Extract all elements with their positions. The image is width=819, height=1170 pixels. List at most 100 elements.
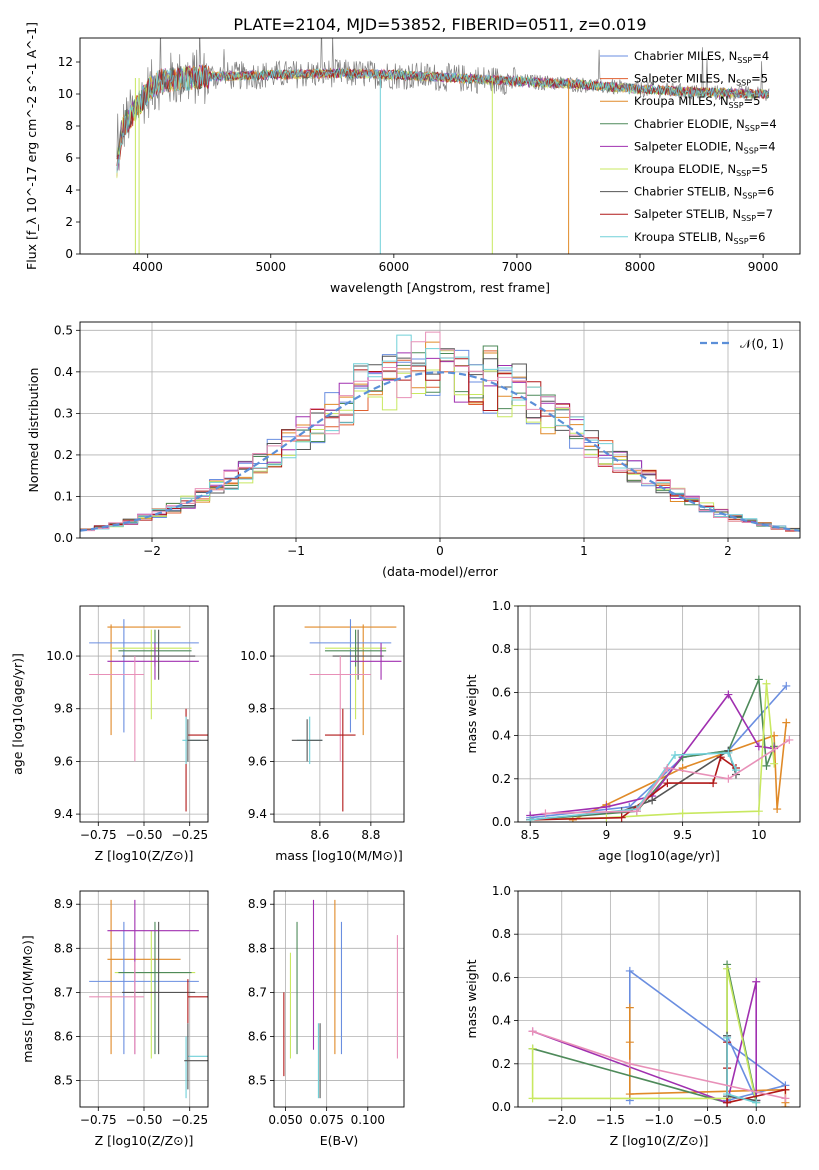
x-tick-label: 5000 bbox=[255, 260, 286, 274]
y-tick-label: 8.9 bbox=[248, 897, 267, 911]
legend-subscript: SSP bbox=[745, 124, 760, 133]
x-tick-label: 0.050 bbox=[268, 1113, 302, 1127]
mass-weight-point bbox=[528, 1044, 537, 1053]
y-tick-label: 0.0 bbox=[492, 1100, 511, 1114]
y-tick-label: 10.0 bbox=[240, 649, 267, 663]
legend-subscript: SSP bbox=[736, 79, 751, 88]
mass-weight-point bbox=[754, 807, 763, 816]
y-tick-label: 0.3 bbox=[54, 406, 73, 420]
y-tick-label: 10.0 bbox=[46, 649, 73, 663]
x-tick-label: 1 bbox=[580, 544, 588, 558]
mass-weight-point bbox=[617, 813, 626, 822]
y-tick-label: 8.6 bbox=[248, 1029, 267, 1043]
legend-text: Kroupa MILES, N bbox=[634, 94, 729, 108]
y-tick-label: 9.8 bbox=[248, 702, 267, 716]
legend-label: Chabrier STELIB, NSSP=6 bbox=[634, 185, 774, 201]
legend-suffix: =5 bbox=[751, 162, 768, 176]
residual-histogram-step bbox=[80, 357, 800, 532]
legend-subscript: SSP bbox=[744, 146, 759, 155]
y-tick-label: 0.2 bbox=[492, 1057, 511, 1071]
x-tick-label: −1.0 bbox=[644, 1113, 673, 1127]
x-tick-label: 2 bbox=[724, 544, 732, 558]
x-tick-label: −0.5 bbox=[693, 1113, 722, 1127]
mass-weight-point bbox=[528, 1094, 537, 1103]
x-tick-label: −0.75 bbox=[80, 828, 117, 842]
y-axis-label: age [log10(age/yr)] bbox=[10, 653, 25, 775]
axes-frame bbox=[79, 37, 801, 255]
mass-weight-point bbox=[752, 1098, 761, 1107]
weight-lines bbox=[526, 675, 794, 822]
mass-weight-point bbox=[625, 966, 634, 975]
mass-weight-point bbox=[724, 690, 733, 699]
mass-weight-point bbox=[762, 761, 771, 770]
age_vs_Z-panel: −0.75 −0.50 −0.25 9.4 9.6 9.8 10.0 Z [log10(Z/Z… bbox=[10, 605, 209, 863]
y-tick-label: 0.0 bbox=[492, 815, 511, 829]
y-tick-label: 8.9 bbox=[54, 897, 73, 911]
y-tick-label: 1.0 bbox=[492, 599, 511, 613]
x-axis-label: (data-model)/error bbox=[382, 564, 499, 579]
mass-weight-point bbox=[773, 805, 782, 814]
x-tick-label: −2.0 bbox=[547, 1113, 576, 1127]
y-tick-label: 0.4 bbox=[492, 729, 511, 743]
x-tick-label: 8.5 bbox=[521, 828, 540, 842]
legend-subscript: SSP bbox=[742, 192, 757, 201]
x-tick-label: 9.5 bbox=[673, 828, 692, 842]
mass-weight-series-line bbox=[531, 968, 757, 1103]
y-tick-label: 0.5 bbox=[54, 323, 73, 337]
mass-weight-point bbox=[632, 807, 641, 816]
legend-subscript: SSP bbox=[741, 214, 756, 223]
y-tick-label: 12 bbox=[58, 55, 73, 69]
mass-weight-point bbox=[663, 764, 672, 772]
mass-weight-point bbox=[781, 1094, 790, 1103]
legend-suffix: =5 bbox=[751, 72, 768, 86]
legend-text: Kroupa STELIB, N bbox=[634, 230, 734, 244]
x-tick-label: 9 bbox=[603, 828, 611, 842]
y-tick-label: 9.6 bbox=[248, 754, 267, 768]
mass-weight-point bbox=[782, 681, 791, 690]
residuals-panel: −2 −1 0 1 2 0.0 0.1 0.2 0.3 0.4 0.5 (data-model)/er… bbox=[26, 321, 801, 579]
mass-weight-series-line bbox=[530, 752, 737, 821]
x-tick-label: 0 bbox=[436, 544, 444, 558]
mass-weight-point bbox=[541, 809, 550, 818]
x-tick-label: 8.6 bbox=[310, 828, 329, 842]
legend-subscript: SSP bbox=[729, 101, 744, 110]
x-axis-label: age [log10(age/yr)] bbox=[598, 848, 720, 863]
mass-weight-point bbox=[781, 1085, 790, 1094]
legend-text: Salpeter MILES, N bbox=[634, 72, 736, 86]
y-tick-label: 8.7 bbox=[248, 985, 267, 999]
y-tick-label: 9.6 bbox=[54, 754, 73, 768]
legend-label: 𝒩(0, 1) bbox=[740, 337, 784, 351]
legend-suffix: =6 bbox=[757, 185, 774, 199]
legend-label: Salpeter STELIB, NSSP=7 bbox=[634, 207, 773, 223]
legend-suffix: =6 bbox=[749, 230, 766, 244]
mass-weight-point bbox=[528, 1027, 537, 1036]
x-tick-label: 0.100 bbox=[351, 1113, 385, 1127]
spectrum-panel: 4000 5000 6000 7000 8000 9000 0 2 4 6 8 10 12 wavelen… bbox=[24, 22, 801, 295]
x-axis-label: Z [log10(Z/Z⊙)] bbox=[610, 1133, 709, 1148]
y-tick-label: 6 bbox=[65, 151, 73, 165]
legend-text: Salpeter STELIB, N bbox=[634, 207, 741, 221]
spectrum-lines bbox=[116, 38, 770, 254]
mass-weight-series-line bbox=[530, 755, 737, 821]
y-tick-label: 0.6 bbox=[492, 685, 511, 699]
x-tick-label: −0.50 bbox=[126, 828, 163, 842]
figure-title: PLATE=2104, MJD=53852, FIBERID=0511, z=0… bbox=[233, 15, 646, 34]
x-tick-label: 8000 bbox=[625, 260, 656, 274]
y-tick-label: 8.8 bbox=[248, 941, 267, 955]
y-tick-label: 0.2 bbox=[54, 448, 73, 462]
x-axis-label: wavelength [Angstrom, rest frame] bbox=[330, 280, 550, 295]
mass-weight-series-line bbox=[532, 964, 757, 1104]
y-tick-label: 1.0 bbox=[492, 884, 511, 898]
legend-label: Kroupa STELIB, NSSP=6 bbox=[634, 230, 765, 246]
legend-suffix: =5 bbox=[744, 94, 761, 108]
x-tick-label: −0.25 bbox=[171, 828, 208, 842]
y-tick-label: 8.5 bbox=[248, 1074, 267, 1088]
x-tick-label: −1.5 bbox=[596, 1113, 625, 1127]
mass-weight-point bbox=[762, 679, 771, 688]
legend-label: Salpeter ELODIE, NSSP=4 bbox=[634, 139, 776, 155]
errorbar-marks bbox=[291, 619, 402, 812]
axes-frame bbox=[79, 321, 801, 539]
y-tick-label: 0 bbox=[65, 247, 73, 261]
legend-suffix: =7 bbox=[756, 207, 773, 221]
